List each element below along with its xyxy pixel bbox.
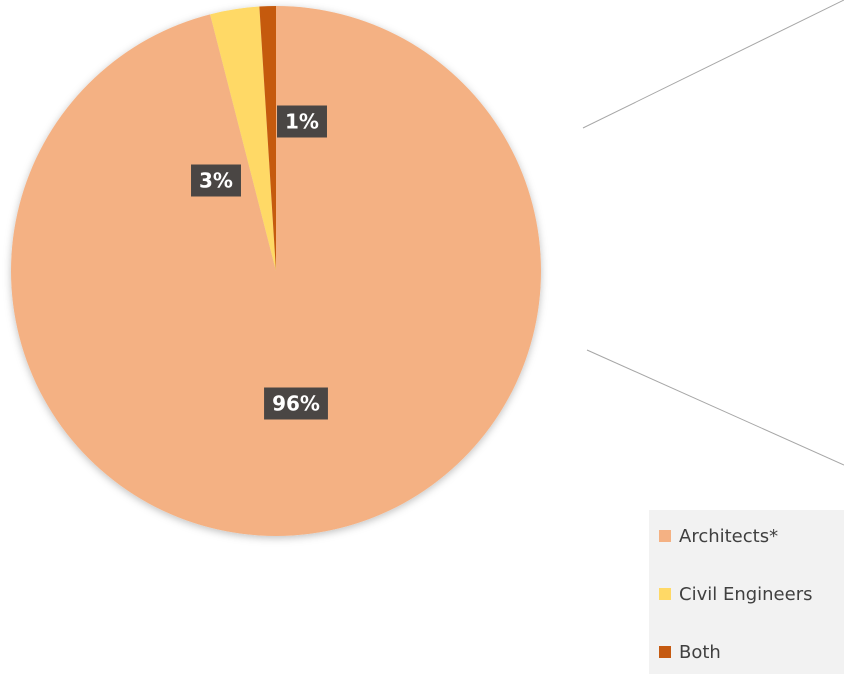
- data-label: 1%: [285, 110, 319, 134]
- pie: [10, 6, 542, 537]
- data-label-bg: [264, 387, 328, 420]
- legend-swatch: [659, 530, 671, 542]
- legend-swatch: [659, 588, 671, 600]
- data-label: 3%: [199, 169, 233, 193]
- pie-slice: [210, 6, 276, 271]
- connector-line: [582, 0, 844, 129]
- pie-slice: [259, 6, 276, 271]
- legend-swatch: [659, 646, 671, 658]
- legend-label: Both: [679, 642, 721, 663]
- legend-box: [649, 510, 844, 674]
- data-label-bg: [277, 105, 327, 138]
- data-label-bg: [191, 164, 241, 197]
- legend-label: Architects*: [679, 526, 778, 547]
- connector-line: [586, 349, 844, 466]
- legend-label: Civil Engineers: [679, 584, 813, 605]
- data-label: 96%: [272, 392, 320, 416]
- pie-slice: [10, 6, 542, 537]
